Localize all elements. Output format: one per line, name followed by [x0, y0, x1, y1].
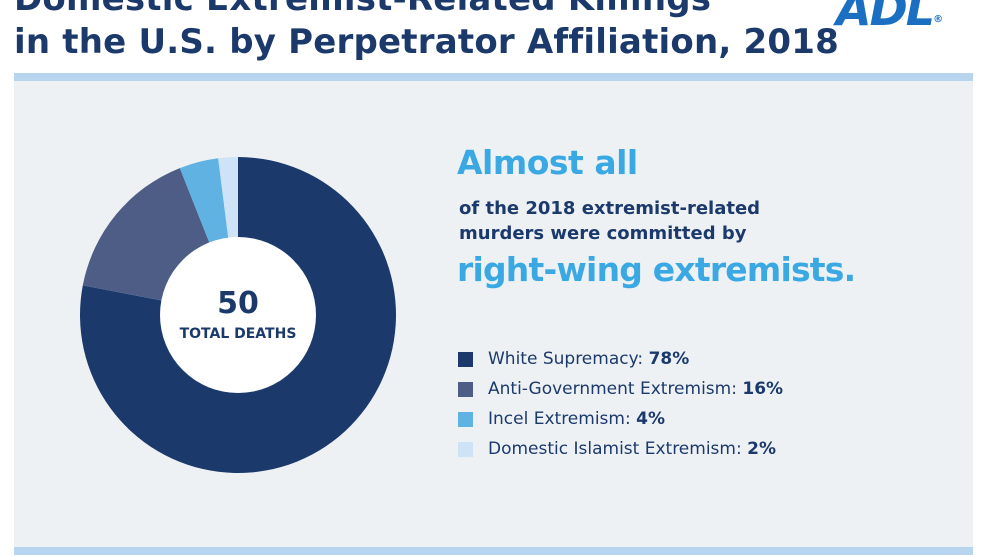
headline-right-wing: right-wing extremists.	[457, 250, 856, 289]
legend-swatch	[458, 382, 473, 397]
donut-hole	[160, 237, 316, 393]
bottom-rule	[14, 547, 973, 555]
legend-value: 4%	[636, 409, 665, 429]
legend-label: Domestic Islamist Extremism:	[488, 439, 742, 459]
headline-almost-all: Almost all	[457, 143, 638, 182]
legend-swatch	[458, 442, 473, 457]
legend-swatch	[458, 352, 473, 367]
logo-text: ADL	[836, 0, 935, 36]
legend-label: White Supremacy:	[488, 349, 644, 369]
adl-logo: ADL®	[836, 0, 943, 36]
legend-value: 2%	[747, 439, 776, 459]
total-deaths-label: TOTAL DEATHS	[180, 326, 297, 342]
top-rule	[14, 73, 973, 81]
total-deaths-value: 50	[217, 286, 259, 321]
legend-swatch	[458, 412, 473, 427]
donut-chart: 50 TOTAL DEATHS	[80, 157, 396, 473]
callout-text: of the 2018 extremist-related murders we…	[459, 196, 799, 246]
callout-text-line-2: murders were committed by	[459, 223, 747, 244]
registered-mark: ®	[933, 14, 944, 25]
chart-title-line-2: in the U.S. by Perpetrator Affiliation, …	[14, 22, 839, 62]
chart-title-line-1: Domestic Extremist-Related Killings	[14, 0, 839, 21]
legend-value: 78%	[648, 349, 690, 369]
callout-text-line-1: of the 2018 extremist-related	[459, 198, 761, 219]
legend-label: Anti-Government Extremism:	[488, 379, 737, 399]
legend-label: Incel Extremism:	[488, 409, 631, 429]
legend-value: 16%	[742, 379, 784, 399]
chart-title: Domestic Extremist-Related Killings in t…	[14, 0, 839, 64]
